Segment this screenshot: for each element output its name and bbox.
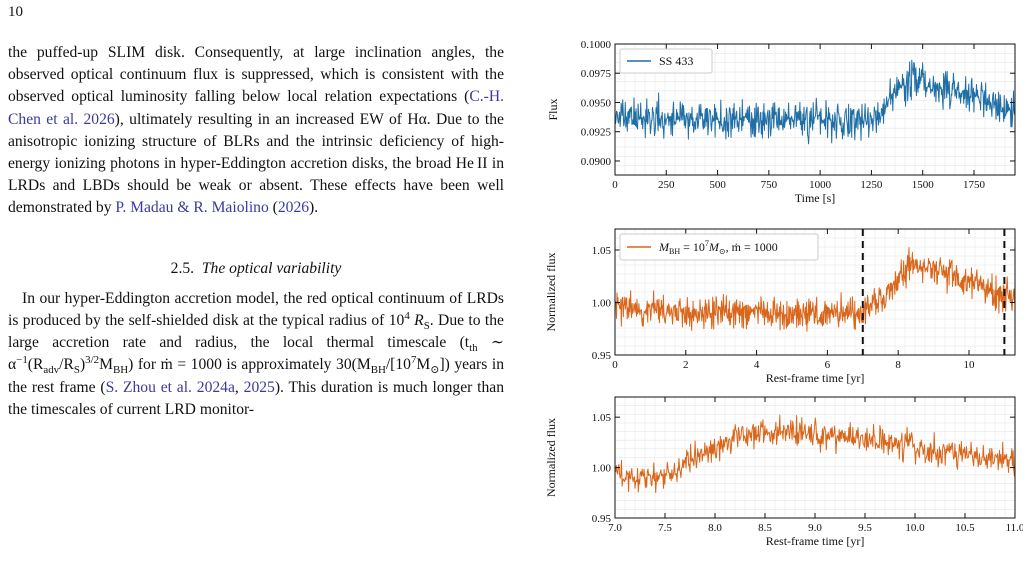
legend-label-part: = 10 [680,240,705,254]
y-tick-label: 1.05 [592,245,612,257]
y-tick-label: 0.1000 [581,39,612,51]
plot-frame [614,228,1016,356]
x-tick-label: 1750 [963,179,986,191]
x-axis-label: Time [s] [795,191,836,205]
legend-label-part: M [658,240,670,254]
legend-box [619,48,713,74]
text-run: ∼ α [8,334,504,374]
text-run: ]) years in the rest frame ( [8,356,504,396]
y-axis-label: Normalized flux [544,418,558,497]
superscript: 3/2 [85,354,100,367]
x-tick-label: 8 [895,359,901,371]
x-tick-label: 7.5 [658,522,672,534]
x-tick-label: 8.0 [708,522,722,534]
x-tick-label: 7.0 [608,522,622,534]
y-tick-label: 0.0975 [581,68,612,80]
series-line [614,59,1016,145]
text-run: ) [79,356,86,374]
x-tick-label: 1000 [809,179,832,191]
text-run: /R [59,356,74,374]
text-run: . Due to the large accretion rate and ra… [8,312,504,352]
citation-link[interactable]: C.-H. Chen et al. 2026 [8,88,504,128]
x-tick-label: 250 [658,179,675,191]
text-run: In our hyper-Eddington accretion model, … [8,289,504,330]
text-run: , [234,378,244,396]
y-tick-label: 1.00 [592,463,612,475]
x-tick-label: 2 [683,359,689,371]
paragraph-1: the puffed-up SLIM disk. Consequently, a… [8,42,504,220]
legend-label-part: , ṁ = 1000 [726,240,778,254]
text-run: ). This duration is much longer than the… [8,378,505,418]
series-line [614,247,1016,332]
x-tick-label: 8.5 [758,522,772,534]
y-axis-label: Normalized flux [544,253,558,332]
legend-label-part: ⊙ [719,247,726,256]
x-tick-label: 1500 [912,179,935,191]
subscript: BH [112,364,129,377]
y-axis-label: Flux [546,98,560,120]
text-run: M [99,356,113,374]
subscript: adv [43,364,60,377]
subscript: BH [370,364,386,377]
legend-label-part: 7 [705,239,709,248]
x-tick-label: 750 [761,179,778,191]
plot-frame [614,43,1016,176]
text-run: the puffed-up SLIM disk. Consequently, a… [8,44,504,106]
x-tick-label: 6 [825,359,831,371]
x-axis-label: Rest-frame time [yr] [766,371,865,385]
section-heading: 2.5. The optical variability [8,258,504,280]
math: R [409,312,424,330]
paragraph-2: In our hyper-Eddington accretion model, … [8,288,504,421]
text-run: ) for ṁ = 1000 is approximately 30(M [128,356,371,374]
legend-box [619,233,819,261]
subscript: S [423,320,430,333]
subscript: S [73,364,80,377]
subscript: th [469,342,478,355]
x-tick-label: 11.0 [1006,522,1023,534]
variability-figure: 0 250 500 750 1000 1250 1500 1750 0.0900 0.0925 0.… [544,39,1023,548]
y-tick-label: 0.0950 [581,97,612,109]
y-tick-label: 0.0925 [581,127,612,139]
legend-label: MBH = 107M⊙, ṁ = 1000 [658,239,778,256]
text-run: (R [27,356,44,374]
text-column: the puffed-up SLIM disk. Consequently, a… [8,42,504,421]
legend-label: SS 433 [659,54,693,68]
y-tick-label: 1.00 [592,298,612,310]
superscript: 4 [404,309,410,322]
x-tick-label: 500 [709,179,726,191]
x-tick-label: 0 [612,179,618,191]
x-tick-label: 1250 [860,179,883,191]
y-tick-label: 0.95 [592,350,612,362]
citation-link[interactable]: 2026 [277,199,310,217]
section-title: The optical variability [201,259,342,277]
x-tick-label: 4 [754,359,760,371]
text-run: M [416,356,431,374]
superscript: −1 [16,354,28,367]
x-tick-label: 10.0 [905,522,925,534]
superscript: 7 [410,354,417,367]
citation-link[interactable]: P. Madau & R. Maiolino [115,199,269,217]
text-run: ( [268,199,278,217]
y-tick-label: 0.95 [592,513,612,525]
citation-link[interactable]: 2025 [243,378,275,396]
y-tick-label: 1.05 [592,412,612,424]
citation-link[interactable]: S. Zhou et al. 2024a [105,378,235,396]
text-run: ), ultimately resulting in an increased … [8,110,504,217]
legend-label-part: M [708,240,720,254]
series-line [614,414,1016,493]
x-tick-label: 10 [963,359,975,371]
x-tick-label: 9.5 [858,522,872,534]
text-run: ). [309,199,319,217]
y-tick-label: 0.0900 [581,156,612,168]
section-number: 2.5. [170,259,195,277]
x-tick-label: 10.5 [955,522,975,534]
x-axis-label: Rest-frame time [yr] [766,534,865,548]
page-number: 10 [8,4,23,20]
x-tick-label: 9.0 [808,522,822,534]
legend-label-part: BH [669,247,680,256]
x-tick-label: 0 [612,359,618,371]
subscript: ⊙ [430,364,440,377]
text-run: /[10 [385,356,411,374]
